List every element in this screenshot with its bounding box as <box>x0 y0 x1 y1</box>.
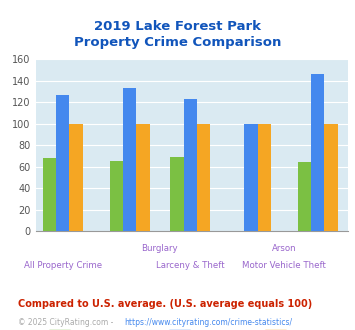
Text: Arson: Arson <box>272 244 296 253</box>
Bar <box>197 124 210 231</box>
Bar <box>123 88 136 231</box>
Bar <box>109 161 123 231</box>
Bar <box>184 99 197 231</box>
Bar <box>70 124 83 231</box>
Text: https://www.cityrating.com/crime-statistics/: https://www.cityrating.com/crime-statist… <box>124 318 293 327</box>
Bar <box>170 157 184 231</box>
Bar <box>244 124 257 231</box>
Text: Motor Vehicle Theft: Motor Vehicle Theft <box>242 261 326 270</box>
Bar <box>43 158 56 231</box>
Text: Compared to U.S. average. (U.S. average equals 100): Compared to U.S. average. (U.S. average … <box>18 299 312 309</box>
Bar <box>136 124 149 231</box>
Text: Larceny & Theft: Larceny & Theft <box>156 261 224 270</box>
Text: 2019 Lake Forest Park
Property Crime Comparison: 2019 Lake Forest Park Property Crime Com… <box>74 20 281 49</box>
Bar <box>324 124 338 231</box>
Legend: Lake Forest Park, Washington, National: Lake Forest Park, Washington, National <box>45 325 339 330</box>
Text: All Property Crime: All Property Crime <box>24 261 102 270</box>
Text: © 2025 CityRating.com -: © 2025 CityRating.com - <box>18 318 115 327</box>
Bar <box>56 95 70 231</box>
Bar <box>297 162 311 231</box>
Text: Burglary: Burglary <box>142 244 178 253</box>
Bar <box>257 124 271 231</box>
Bar <box>311 74 324 231</box>
